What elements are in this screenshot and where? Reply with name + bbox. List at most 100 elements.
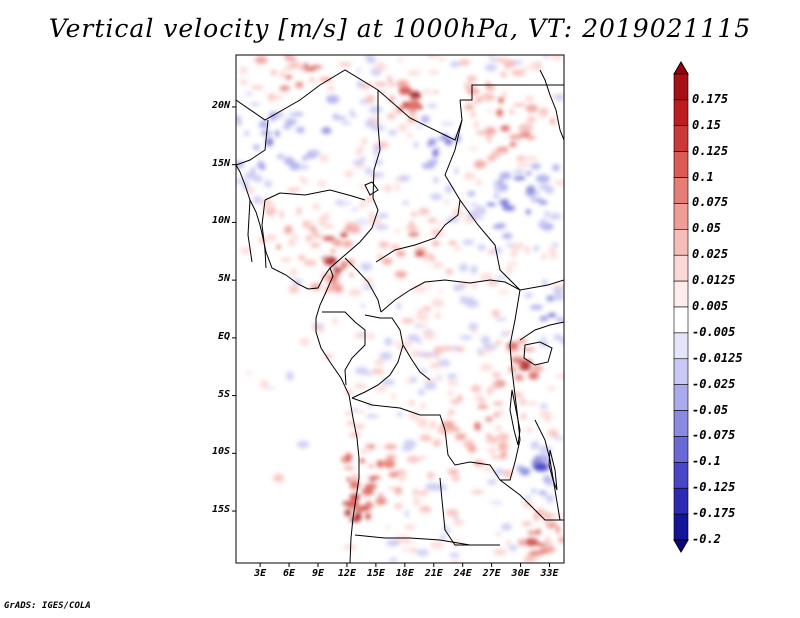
shading-blob xyxy=(340,200,352,207)
shading-blob xyxy=(311,233,324,238)
shading-blob xyxy=(492,225,502,229)
shading-blob xyxy=(254,55,268,65)
shading-blob xyxy=(510,392,524,398)
shading-blob xyxy=(418,207,430,215)
shading-blob xyxy=(354,163,365,169)
colorbar-label: 0.05 xyxy=(692,221,721,236)
shading-blob xyxy=(298,255,306,260)
shading-blob xyxy=(526,185,536,195)
shading-blob xyxy=(493,548,506,556)
shading-blob xyxy=(359,200,366,210)
shading-blob xyxy=(418,490,429,496)
shading-blob xyxy=(519,123,534,133)
shading-blob xyxy=(410,212,419,217)
shading-blob xyxy=(438,221,444,226)
shading-blob xyxy=(388,81,395,87)
shading-blob xyxy=(480,335,491,345)
shading-blob xyxy=(531,489,537,493)
shading-blob xyxy=(416,313,430,321)
colorbar-swatch xyxy=(673,125,689,152)
shading-blob xyxy=(491,309,501,317)
shading-blob xyxy=(398,291,404,296)
border-chad-east xyxy=(444,99,463,201)
shading-blob xyxy=(539,445,552,455)
shading-blob xyxy=(446,413,451,419)
shading-blob xyxy=(487,386,493,396)
shading-blob xyxy=(387,129,398,136)
lat-tick-label: 15S xyxy=(211,504,230,516)
shading-blob xyxy=(302,220,309,229)
lon-tick-label: 3E xyxy=(254,568,267,579)
shading-blob xyxy=(416,549,429,557)
shading-blob xyxy=(239,78,249,86)
shading-blob xyxy=(466,297,472,304)
shading-blob xyxy=(384,337,393,346)
shading-blob xyxy=(485,81,491,88)
shading-blob xyxy=(354,383,367,390)
shading-blob xyxy=(289,62,296,67)
shading-blob xyxy=(406,455,421,463)
shading-blob xyxy=(364,119,376,128)
shading-blob xyxy=(477,347,482,356)
shading-blob xyxy=(253,144,261,151)
shading-blob xyxy=(375,224,389,231)
shading-blob xyxy=(524,246,531,251)
shading-blob xyxy=(426,55,436,59)
shading-blob xyxy=(558,536,564,544)
shading-blob xyxy=(416,339,422,345)
colorbar-label: 0.15 xyxy=(692,117,721,132)
shading-blob xyxy=(371,368,385,375)
shading-blob xyxy=(376,213,389,219)
shading-blob xyxy=(552,513,564,517)
shading-blob xyxy=(409,91,422,100)
shading-blob xyxy=(498,178,503,187)
lon-tick-label: 24E xyxy=(453,568,472,579)
shading-blob xyxy=(420,115,430,124)
shading-blob xyxy=(355,158,365,165)
shading-blob xyxy=(529,304,544,310)
shading-blob xyxy=(502,205,516,212)
shading-blob xyxy=(422,378,436,383)
shading-blob xyxy=(289,268,298,277)
shading-blob xyxy=(361,137,368,146)
shading-blob xyxy=(290,56,297,61)
border-sudan-egypt xyxy=(460,84,564,101)
colorbar-swatch xyxy=(673,410,689,437)
border-drc-angola xyxy=(351,397,501,481)
shading-blob xyxy=(401,318,415,324)
map-title: Vertical velocity [m/s] at 1000hPa, VT: … xyxy=(48,14,752,43)
shading-blob xyxy=(420,456,426,460)
shading-blob xyxy=(406,133,414,138)
red-sea-coast xyxy=(539,69,564,141)
shading-blob xyxy=(504,59,517,68)
shading-blob xyxy=(526,116,537,123)
shading-blob xyxy=(506,341,519,350)
shading-blob xyxy=(538,491,548,495)
shading-blob xyxy=(365,513,371,520)
shading-blob xyxy=(494,425,503,432)
shading-blob xyxy=(401,548,409,552)
shading-blob xyxy=(296,440,310,449)
shading-blob xyxy=(447,469,459,475)
colorbar-label: -0.025 xyxy=(692,376,736,391)
shading-blob xyxy=(450,398,461,405)
shading-blob xyxy=(440,120,455,127)
shading-blob xyxy=(468,322,479,330)
shading-blob xyxy=(396,79,410,89)
shading-blob xyxy=(339,260,350,265)
shading-blob xyxy=(405,525,416,530)
shading-blob xyxy=(295,81,304,89)
shading-blob xyxy=(433,345,444,355)
shading-blob xyxy=(309,77,315,83)
shading-blob xyxy=(341,262,347,270)
shading-blob xyxy=(432,90,440,94)
shading-blob xyxy=(345,452,353,462)
shading-blob xyxy=(323,212,331,221)
shading-blob xyxy=(323,224,334,228)
shading-blob xyxy=(525,135,537,141)
lon-tick-label: 33E xyxy=(540,568,559,579)
shading-blob xyxy=(486,133,492,143)
shading-blob xyxy=(296,207,302,216)
shading-blob xyxy=(520,67,532,71)
shading-blob xyxy=(493,412,500,418)
